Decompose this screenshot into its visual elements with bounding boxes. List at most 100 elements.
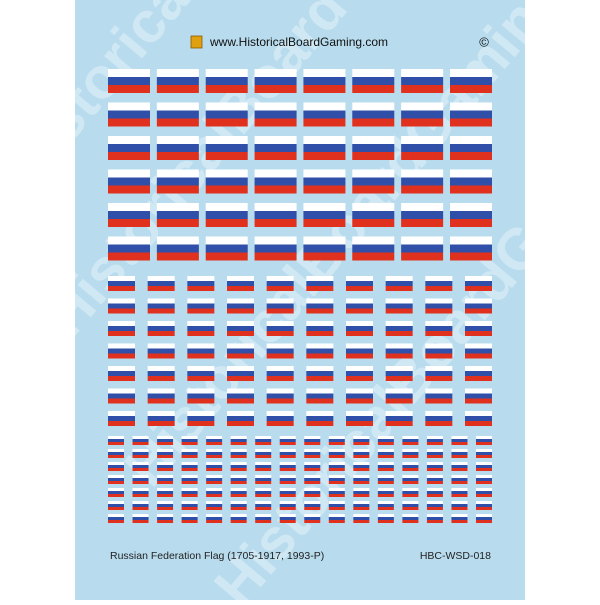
stripe-blue — [255, 517, 272, 520]
stripe-red — [426, 520, 443, 523]
stripe-red — [108, 118, 150, 127]
stripe-white — [476, 462, 492, 465]
stripe-blue — [476, 504, 492, 507]
flag — [450, 102, 492, 127]
stripe-white — [254, 136, 297, 144]
flag — [346, 298, 373, 314]
stripe-red — [108, 308, 135, 314]
stripe-blue — [187, 371, 215, 376]
stripe-white — [132, 436, 149, 439]
stripe-white — [108, 276, 135, 281]
stripe-red — [157, 468, 174, 471]
stripe-white — [402, 475, 419, 478]
flag — [353, 514, 370, 523]
flag — [132, 514, 149, 523]
stripe-white — [108, 411, 135, 416]
stripe-red — [476, 520, 492, 523]
flag — [230, 488, 247, 497]
stripe-white — [426, 501, 443, 504]
stripe-white — [230, 514, 247, 517]
stripe-red — [187, 421, 215, 426]
stripe-white — [254, 169, 297, 178]
flag — [255, 501, 272, 510]
flag — [306, 411, 334, 426]
stripe-blue — [187, 348, 215, 354]
stripe-blue — [353, 452, 370, 455]
stripe-blue — [156, 144, 199, 152]
stripe-white — [156, 169, 199, 178]
flag — [450, 69, 492, 93]
flag — [425, 343, 453, 359]
stripe-red — [266, 286, 294, 291]
stripe-red — [352, 219, 395, 227]
stripe-blue — [352, 144, 395, 152]
stripe-blue — [206, 465, 223, 468]
stripe-red — [181, 468, 198, 471]
stripe-red — [377, 468, 394, 471]
stripe-blue — [385, 393, 413, 399]
stripe-blue — [187, 281, 215, 286]
stripe-blue — [108, 478, 124, 481]
flag — [206, 436, 223, 445]
stripe-red — [230, 520, 247, 523]
stripe-white — [450, 136, 492, 144]
stripe-white — [157, 514, 174, 517]
stripe-blue — [402, 504, 419, 507]
flag — [108, 514, 124, 523]
stripe-red — [353, 455, 370, 458]
stripe-blue — [132, 491, 149, 494]
stripe-blue — [187, 303, 215, 309]
stripe-white — [353, 462, 370, 465]
stripe-white — [147, 366, 175, 371]
stripe-white — [147, 411, 175, 416]
stripe-blue — [206, 491, 223, 494]
stripe-white — [352, 69, 395, 77]
stripe-white — [254, 203, 297, 211]
stripe-red — [157, 442, 174, 445]
flag — [206, 514, 223, 523]
flag — [108, 136, 150, 160]
stripe-blue — [450, 244, 492, 253]
stripe-red — [205, 85, 248, 93]
flag — [156, 69, 199, 93]
stripe-red — [108, 152, 150, 160]
stripe-red — [304, 507, 321, 510]
stripe-white — [450, 203, 492, 211]
flag — [353, 488, 370, 497]
stripe-blue — [353, 465, 370, 468]
stripe-red — [108, 442, 124, 445]
stripe-white — [255, 436, 272, 439]
stripe-red — [451, 520, 468, 523]
flag — [304, 514, 321, 523]
stripe-red — [187, 331, 215, 336]
stripe-white — [227, 411, 254, 416]
stripe-red — [304, 442, 321, 445]
stripe-blue — [108, 211, 150, 219]
stripe-red — [328, 481, 345, 484]
stripe-blue — [108, 303, 135, 309]
flag — [451, 449, 468, 458]
stripe-blue — [377, 517, 394, 520]
stripe-red — [157, 507, 174, 510]
stripe-blue — [157, 478, 174, 481]
stripe-blue — [147, 416, 175, 421]
stripe-blue — [279, 504, 296, 507]
stripe-blue — [254, 177, 297, 186]
flag — [205, 69, 248, 93]
stripe-red — [476, 468, 492, 471]
stripe-red — [450, 219, 492, 227]
stripe-red — [425, 331, 453, 336]
stripe-white — [377, 436, 394, 439]
stripe-blue — [306, 303, 334, 309]
flag — [266, 343, 294, 359]
flag — [108, 462, 124, 471]
stripe-blue — [328, 452, 345, 455]
stripe-white — [377, 501, 394, 504]
stripe-blue — [157, 452, 174, 455]
stripe-blue — [108, 416, 135, 421]
stripe-white — [303, 69, 346, 77]
stripe-blue — [451, 517, 468, 520]
stripe-red — [206, 468, 223, 471]
flag — [147, 366, 175, 381]
stripe-white — [352, 236, 395, 245]
